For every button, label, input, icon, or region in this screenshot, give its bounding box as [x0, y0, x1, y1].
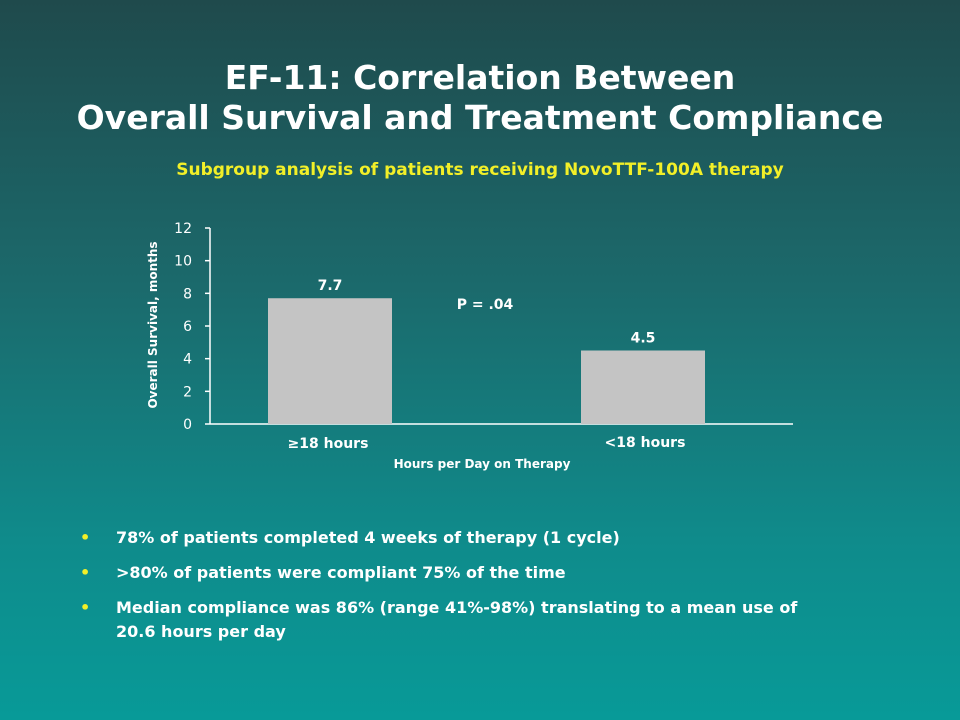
title-line-1: EF-11: Correlation Between	[224, 58, 736, 97]
y-tick-label: 2	[183, 384, 192, 400]
title-line-2: Overall Survival and Treatment Complianc…	[76, 98, 884, 137]
bullet-item: • Median compliance was 86% (range 41%-9…	[80, 596, 800, 644]
bar	[268, 298, 392, 424]
bullet-text: Median compliance was 86% (range 41%-98%…	[116, 598, 798, 641]
y-tick-label: 6	[183, 319, 192, 335]
bar-value-label: 4.5	[631, 331, 656, 347]
slide-title: EF-11: Correlation Between Overall Survi…	[0, 58, 960, 138]
bullet-dot-icon: •	[80, 528, 91, 547]
x-axis-title: Hours per Day on Therapy	[394, 457, 571, 471]
y-tick-label: 12	[174, 221, 192, 237]
y-axis-title: Overall Survival, months	[146, 241, 160, 408]
bullet-item: • >80% of patients were compliant 75% of…	[80, 561, 800, 585]
x-tick-label: <18 hours	[605, 435, 686, 451]
y-tick-label: 0	[183, 417, 192, 433]
y-tick-label: 4	[183, 352, 192, 368]
x-tick-label: ≥18 hours	[288, 436, 369, 452]
bullet-text: 78% of patients completed 4 weeks of the…	[116, 528, 620, 547]
bar-value-label: 7.7	[318, 278, 343, 294]
bullet-dot-icon: •	[80, 563, 91, 582]
y-tick-label: 8	[183, 286, 192, 302]
bullet-item: • 78% of patients completed 4 weeks of t…	[80, 526, 800, 550]
bullet-text: >80% of patients were compliant 75% of t…	[116, 563, 566, 582]
bullet-dot-icon: •	[80, 598, 91, 617]
bullet-list: • 78% of patients completed 4 weeks of t…	[80, 526, 800, 655]
p-value-annotation: P = .04	[457, 297, 514, 313]
slide-subtitle: Subgroup analysis of patients receiving …	[176, 160, 784, 180]
bar	[581, 350, 705, 424]
y-tick-label: 10	[174, 254, 192, 270]
